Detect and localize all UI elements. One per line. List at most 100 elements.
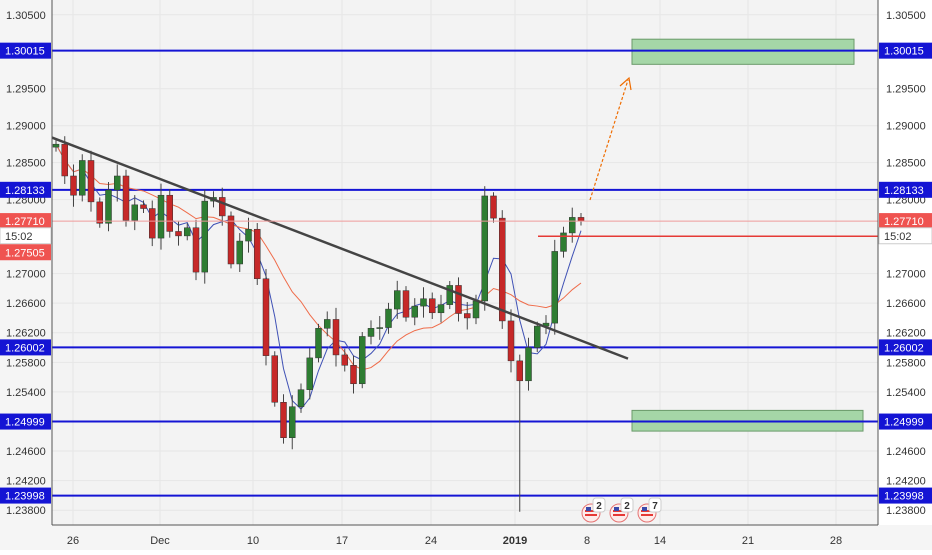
- candle: [481, 186, 488, 311]
- candle-body: [341, 354, 348, 366]
- price-label-bg: [878, 227, 932, 245]
- price-marker-left: 15:02: [0, 227, 52, 245]
- candle: [324, 311, 331, 337]
- candle: [455, 277, 462, 322]
- flag-stripe: [585, 514, 597, 516]
- level-label-right: 1.23998: [879, 487, 932, 504]
- x-tick-label: 10: [247, 535, 259, 547]
- x-tick-label: Dec: [150, 535, 170, 547]
- candle: [166, 189, 173, 238]
- candle-body: [114, 175, 121, 191]
- candle-body: [306, 357, 313, 390]
- candle: [87, 150, 95, 212]
- candle-body: [184, 227, 191, 237]
- event-badge[interactable]: 2: [609, 497, 634, 523]
- flag-canton: [642, 507, 647, 511]
- candle: [79, 154, 86, 202]
- candle-body: [96, 201, 103, 224]
- candle: [411, 298, 418, 326]
- x-axis: 26 Dec 10 17 24 2019 8 14 21 28: [67, 535, 842, 547]
- candle-body: [534, 325, 541, 348]
- candle: [131, 195, 138, 231]
- price-label-bg: [879, 181, 932, 198]
- candle: [192, 219, 200, 281]
- price-label-bg: [0, 413, 51, 430]
- candle-body: [577, 217, 585, 222]
- y-tick-label-left: 1.29000: [6, 121, 46, 133]
- price-label-text: 1.23998: [5, 491, 45, 503]
- gridlines: [52, 0, 878, 525]
- candle-body: [315, 328, 322, 359]
- candle: [175, 221, 182, 246]
- level-label-left: 1.24999: [0, 413, 51, 430]
- level-label-right: 1.26002: [879, 339, 932, 356]
- price-label-text: 1.26002: [884, 342, 924, 354]
- level-label-left: 1.28133: [0, 181, 51, 198]
- y-tick-label-left: 1.30500: [6, 10, 46, 22]
- candle-body: [87, 160, 95, 203]
- level-label-left: 1.26002: [0, 339, 51, 356]
- candle: [289, 395, 296, 450]
- candle: [507, 309, 515, 373]
- candle: [341, 348, 348, 372]
- candle: [376, 316, 383, 340]
- price-marker-left: 1.27505: [0, 244, 51, 261]
- badge-count: 7: [652, 501, 658, 512]
- projection-arrow-head: [619, 76, 632, 91]
- candle-body: [166, 194, 173, 232]
- candle-body: [525, 347, 532, 382]
- y-tick-label-left: 1.23800: [6, 505, 46, 517]
- candle: [122, 169, 130, 227]
- candle: [385, 302, 392, 334]
- y-tick-label-left: 1.26200: [6, 328, 46, 340]
- candle-body: [499, 217, 506, 322]
- candle: [359, 332, 366, 389]
- candle-body: [149, 208, 156, 239]
- candle: [490, 192, 497, 223]
- event-badges[interactable]: 2 2 7: [581, 497, 662, 523]
- candle: [271, 351, 278, 407]
- candle: [61, 136, 68, 184]
- candle: [464, 301, 471, 330]
- candles: [52, 136, 585, 512]
- candle-body: [131, 204, 138, 221]
- candle-body: [490, 195, 497, 219]
- candle: [70, 164, 77, 207]
- x-tick-label: 26: [67, 535, 79, 547]
- flag-stripe: [613, 514, 625, 516]
- badge-count-bg: [592, 497, 606, 513]
- price-labels: 1.30015 1.30015 1.28133 1.28133 1.26002 1.260…: [0, 42, 932, 504]
- candle-body: [245, 228, 252, 242]
- y-tick-label-right: 1.26200: [886, 328, 926, 340]
- candle: [560, 226, 567, 258]
- level-label-right: 1.30015: [879, 42, 932, 59]
- candle: [280, 394, 287, 444]
- candle: [236, 233, 243, 272]
- candle: [157, 183, 165, 250]
- candle-body: [227, 215, 235, 265]
- y-tick-label-right: 1.29000: [886, 121, 926, 133]
- event-badge[interactable]: 2: [581, 497, 606, 523]
- candle-body: [271, 355, 278, 403]
- price-label-text: 1.27710: [884, 216, 924, 228]
- right-axis-background: [878, 0, 932, 525]
- candle: [315, 323, 322, 363]
- candle-body: [192, 227, 200, 273]
- price-label-text: 1.26002: [5, 342, 45, 354]
- candle: [227, 211, 235, 269]
- plot-area[interactable]: [52, 0, 878, 525]
- event-badge[interactable]: 7: [637, 497, 662, 523]
- price-label-text: 1.27505: [5, 247, 45, 259]
- candle-body: [332, 319, 340, 356]
- price-label-bg: [0, 213, 51, 230]
- candle-body: [236, 240, 243, 265]
- candle: [306, 348, 313, 400]
- badge-count: 2: [624, 501, 630, 512]
- x-tick-label: 24: [425, 535, 437, 547]
- overlays: [51, 76, 878, 360]
- price-marker-right: 1.27710: [879, 213, 932, 230]
- candle: [52, 139, 60, 152]
- candle-body: [122, 175, 130, 221]
- candle-body: [324, 319, 331, 329]
- level-label-left: 1.30015: [0, 42, 51, 59]
